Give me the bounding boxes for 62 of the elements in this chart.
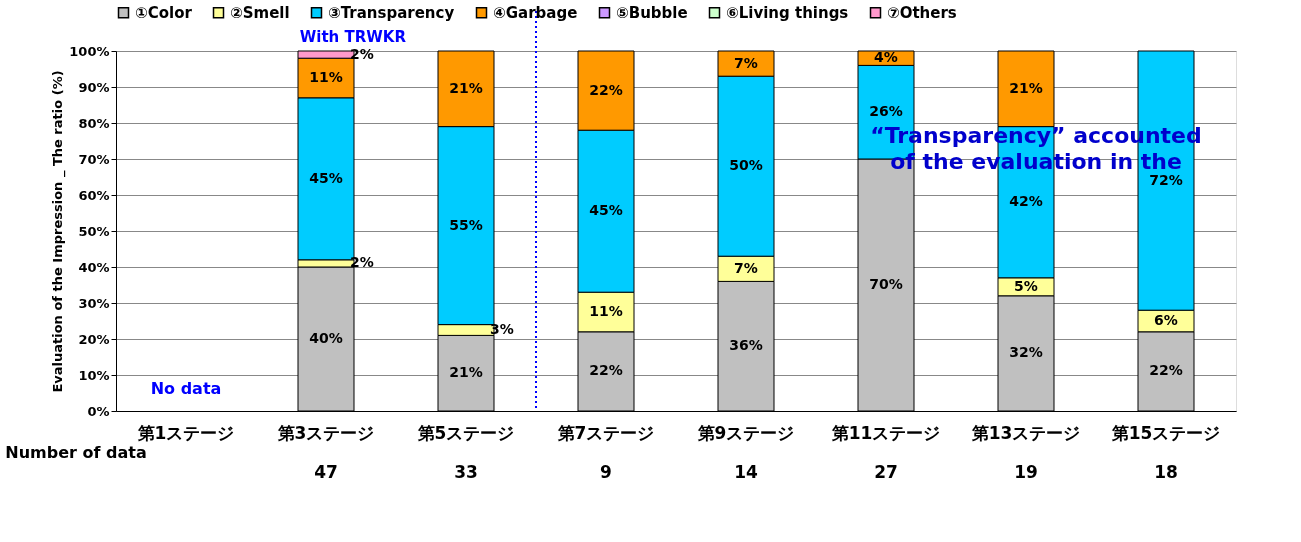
data-label: 45% <box>309 169 343 186</box>
text: 18 <box>1154 462 1178 482</box>
data-label: 32% <box>1009 344 1043 361</box>
data-label: 7% <box>734 259 758 276</box>
legend-label: ⑥Living things <box>726 3 849 22</box>
text: 33 <box>454 462 478 482</box>
x-tick-label: 第5ステージ <box>416 422 515 443</box>
x-tick-label: 第7ステージ <box>556 422 655 443</box>
data-label: 70% <box>869 276 903 292</box>
data-label: 36% <box>729 337 763 354</box>
legend-label: ③Transparency <box>328 3 455 22</box>
y-axis-title: Evaluation of the Impression _ The ratio (%) <box>50 70 67 393</box>
legend-label: ④Garbage <box>493 3 578 22</box>
y-tick-label: 20% <box>78 331 110 347</box>
data-label: 5% <box>1014 277 1038 294</box>
data-label: 42% <box>1009 193 1043 210</box>
x-tick-label: 第11ステージ <box>830 422 941 443</box>
y-tick-label: 60% <box>78 187 110 203</box>
legend-label: ②Smell <box>230 3 290 22</box>
x-tick-label: 第13ステージ <box>970 422 1081 443</box>
y-tick-label: 90% <box>78 79 110 95</box>
legend-label: ⑤Bubble <box>616 3 688 22</box>
y-tick-label: 50% <box>78 223 110 239</box>
annotation: No data <box>150 379 222 398</box>
data-label: 4% <box>874 49 898 66</box>
y-tick-label: 80% <box>78 115 110 131</box>
ref-line-label: With TRWKR <box>299 28 407 46</box>
text: 27 <box>874 462 898 482</box>
x-tick-label: 第3ステージ <box>276 422 375 443</box>
data-label: 26% <box>869 103 903 120</box>
text: 14 <box>734 462 758 482</box>
data-label: 72% <box>1149 171 1183 188</box>
legend-label: ⑦Others <box>887 3 957 22</box>
data-label: 11% <box>309 69 343 85</box>
y-tick-label: 10% <box>78 367 110 383</box>
y-tick-label: 70% <box>78 151 110 167</box>
data-label: 7% <box>734 54 758 71</box>
y-tick-label: 0% <box>87 403 110 419</box>
data-label: 22% <box>589 362 623 379</box>
data-label: 21% <box>449 79 483 96</box>
data-label: 11% <box>589 303 623 319</box>
text: 47 <box>314 462 338 482</box>
y-tick-label: 30% <box>78 295 110 311</box>
legend-label: ①Color <box>135 3 193 22</box>
data-label: 50% <box>729 157 763 174</box>
data-label: 22% <box>589 81 623 98</box>
y-tick-label: 100% <box>69 43 110 59</box>
text: 9 <box>600 462 612 482</box>
y-tick-label: 40% <box>78 259 110 275</box>
text: Number of data <box>5 443 147 462</box>
x-tick-label: 第1ステージ <box>136 422 235 443</box>
data-label: 22% <box>1149 362 1183 379</box>
data-label: 6% <box>1154 312 1178 328</box>
data-label: 2% <box>350 45 374 62</box>
x-tick-label: 第9ステージ <box>696 422 795 443</box>
data-label: 55% <box>449 216 483 233</box>
data-label: 21% <box>1009 79 1043 96</box>
text: 19 <box>1014 462 1038 482</box>
x-tick-label: 第15ステージ <box>1110 422 1221 443</box>
data-label: 45% <box>589 202 623 219</box>
data-label: 40% <box>309 330 343 346</box>
data-label: 21% <box>449 364 483 381</box>
